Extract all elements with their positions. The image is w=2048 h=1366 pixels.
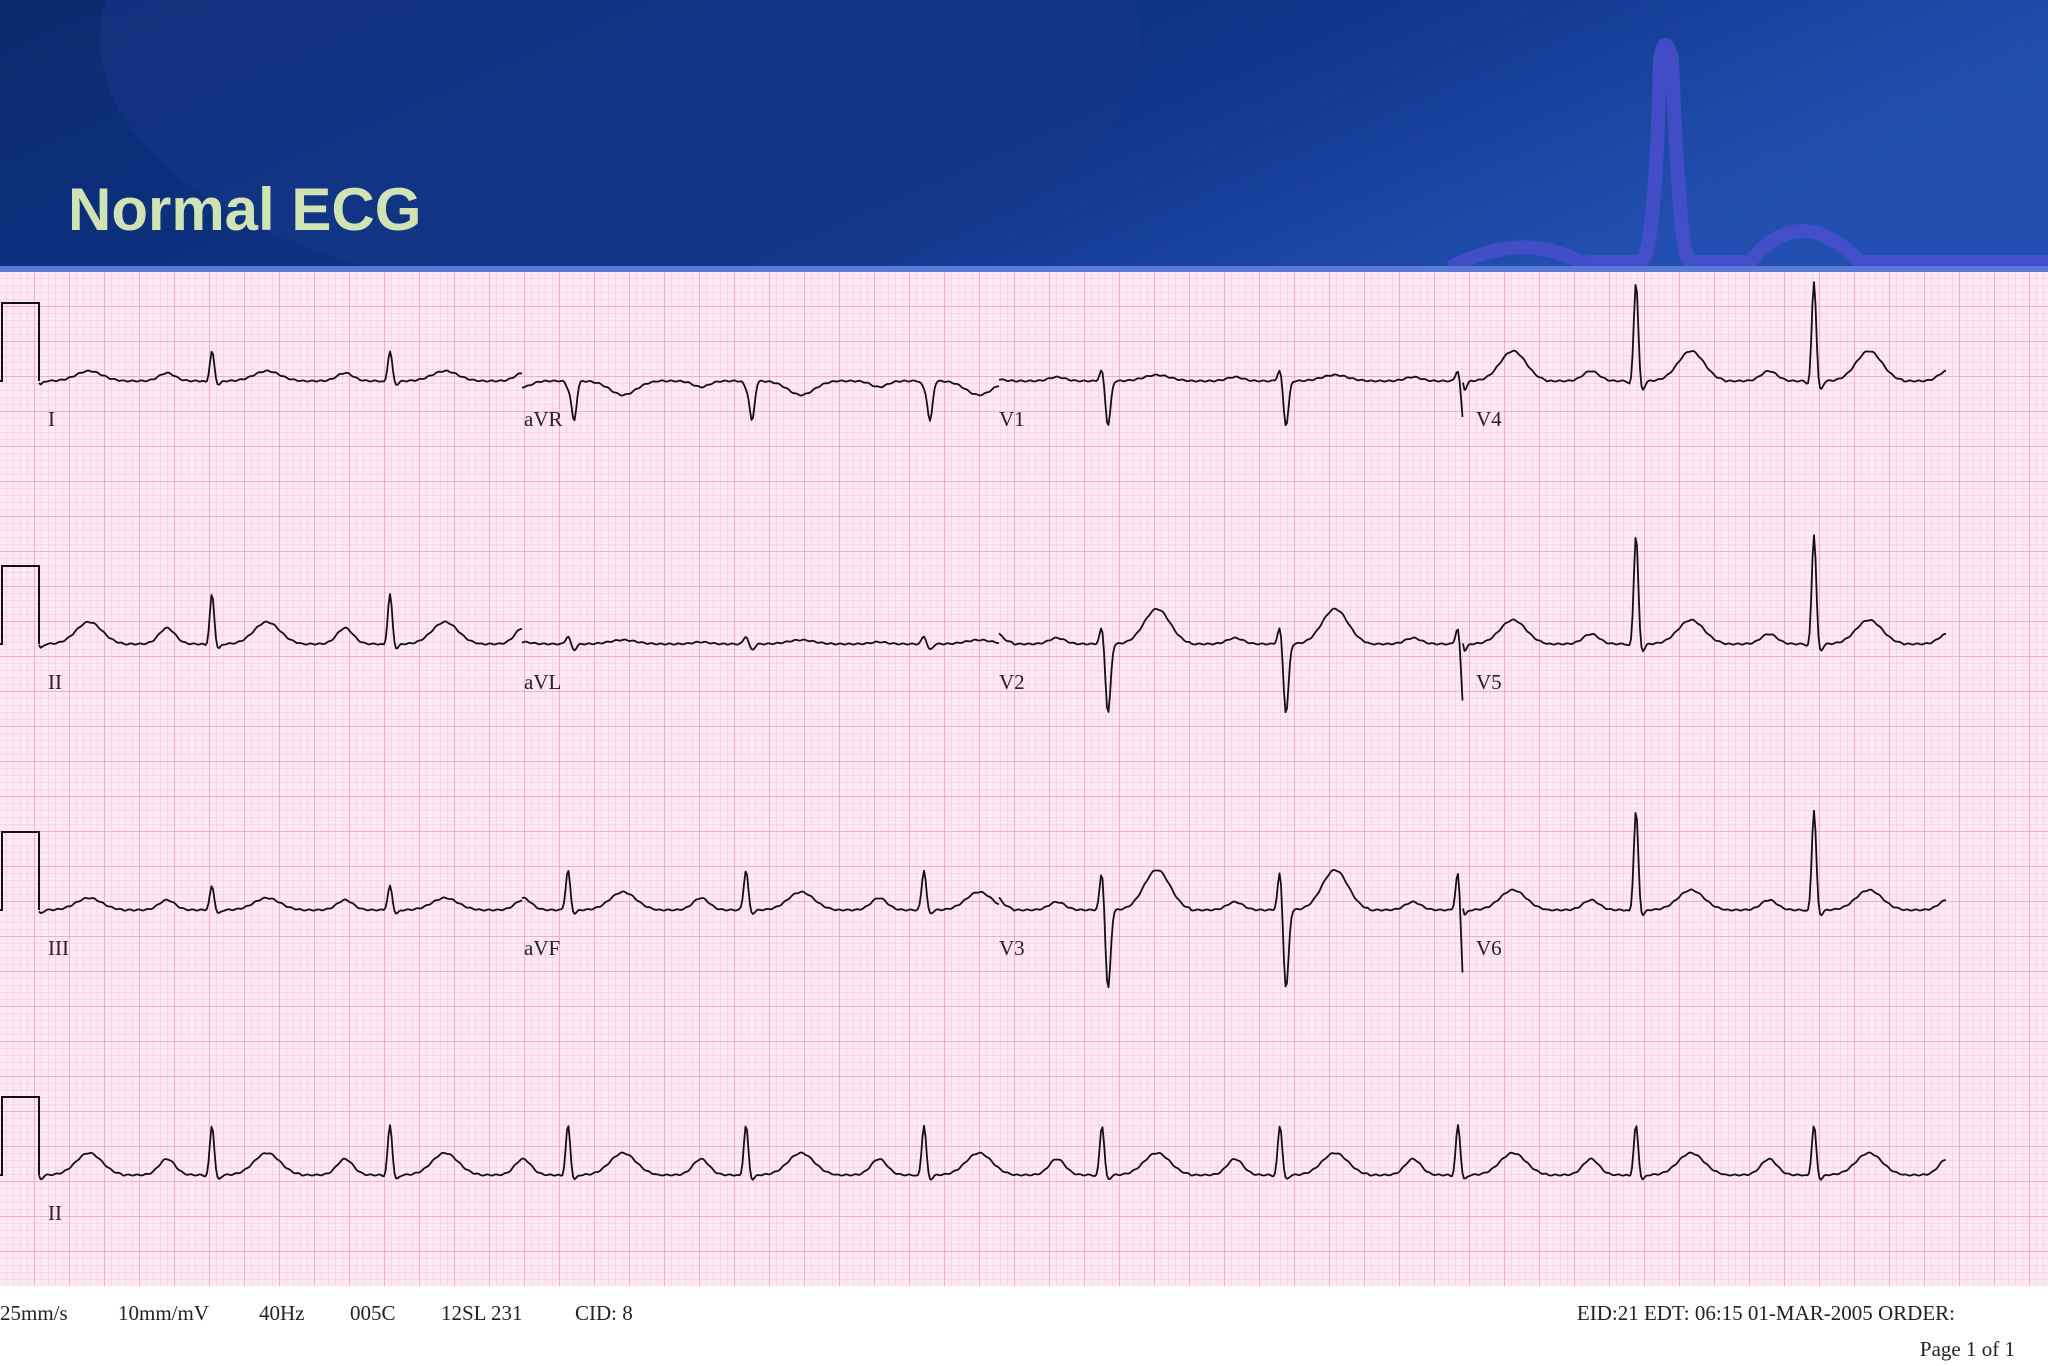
lead-label: I xyxy=(48,407,55,431)
ecg-trace xyxy=(38,350,523,386)
lead-label: II xyxy=(48,1201,62,1225)
calibration-pulse xyxy=(0,831,40,911)
lead-label: II xyxy=(48,670,62,694)
lead-label: V1 xyxy=(999,407,1025,431)
footer-setting: 005C xyxy=(350,1301,396,1325)
ecg-trace xyxy=(998,869,1464,989)
lead-label: V5 xyxy=(1476,670,1502,694)
ecg-trace xyxy=(1462,281,1947,391)
ecg-trace xyxy=(38,884,523,915)
calibration-pulse xyxy=(0,302,40,382)
calibration-pulse xyxy=(0,565,40,645)
ecg-trace xyxy=(38,593,523,650)
slide-title: Normal ECG xyxy=(68,176,421,243)
footer-info: EID:21 EDT: 06:15 01-MAR-2005 ORDER: xyxy=(1577,1301,1955,1325)
header-decor xyxy=(100,0,1140,300)
ecg-grid xyxy=(0,272,2048,1286)
footer-setting: CID: 8 xyxy=(575,1301,633,1325)
ecg-trace xyxy=(998,369,1464,427)
lead-label: aVL xyxy=(524,670,561,694)
lead-label: aVF xyxy=(524,936,560,960)
ecg-trace xyxy=(521,869,1000,915)
calibration-pulse xyxy=(0,1096,40,1176)
footer-setting: 25mm/s xyxy=(0,1301,68,1325)
header-rule xyxy=(0,266,2048,272)
header-decor xyxy=(1446,38,2048,275)
lead-label: V3 xyxy=(999,936,1025,960)
ecg-trace xyxy=(38,1124,1946,1181)
lead-label: III xyxy=(48,936,69,960)
footer-setting: 10mm/mV xyxy=(118,1301,209,1325)
lead-label: aVR xyxy=(524,407,563,431)
ecg-trace xyxy=(521,635,1000,652)
ecg-trace xyxy=(998,607,1464,714)
lead-label: V2 xyxy=(999,670,1025,694)
ecg-trace xyxy=(522,379,1000,422)
page-number: Page 1 of 1 xyxy=(1920,1337,2015,1361)
ecg-trace xyxy=(1462,534,1946,653)
footer-setting: 12SL 231 xyxy=(441,1301,522,1325)
ecg-trace xyxy=(1462,809,1947,917)
lead-label: V6 xyxy=(1476,936,1502,960)
lead-label: V4 xyxy=(1476,407,1502,431)
footer-setting: 40Hz xyxy=(259,1301,305,1325)
